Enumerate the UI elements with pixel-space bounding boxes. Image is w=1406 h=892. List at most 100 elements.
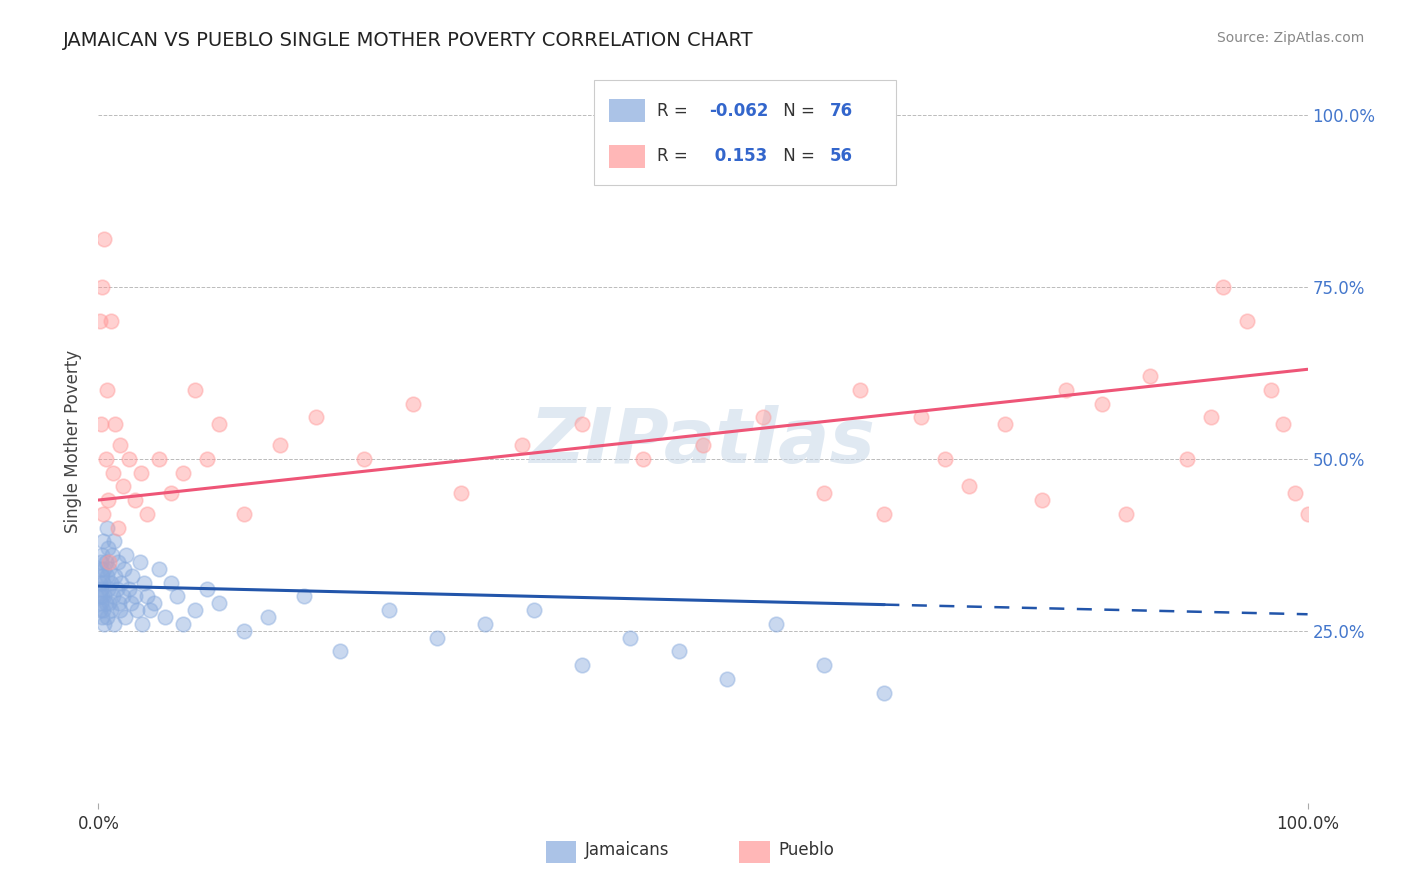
- Point: [1212, 279, 1234, 293]
- Point: [120, 596, 142, 610]
- Point: [115, 548, 138, 562]
- Point: [93, 231, 115, 245]
- Point: [104, 417, 127, 432]
- Point: [957, 479, 980, 493]
- Point: [91, 568, 114, 582]
- Point: [97, 582, 120, 597]
- Point: [110, 575, 132, 590]
- Point: [96, 383, 118, 397]
- Point: [108, 603, 131, 617]
- Point: [100, 575, 122, 590]
- Point: [98, 596, 121, 610]
- Point: [131, 616, 153, 631]
- Point: [98, 562, 121, 576]
- FancyBboxPatch shape: [609, 145, 645, 168]
- Point: [934, 451, 956, 466]
- Point: [94, 555, 117, 569]
- Point: [269, 438, 291, 452]
- Point: [172, 466, 194, 480]
- Point: [91, 590, 114, 604]
- FancyBboxPatch shape: [595, 80, 897, 185]
- Point: [100, 548, 122, 562]
- Text: Source: ZipAtlas.com: Source: ZipAtlas.com: [1216, 31, 1364, 45]
- Point: [90, 562, 112, 576]
- Point: [1260, 383, 1282, 397]
- Text: N =: N =: [778, 102, 820, 120]
- Point: [89, 575, 111, 590]
- Point: [1139, 369, 1161, 384]
- Point: [1054, 383, 1077, 397]
- Point: [91, 507, 114, 521]
- Point: [510, 438, 533, 452]
- Point: [118, 582, 141, 597]
- Point: [104, 568, 127, 582]
- Point: [124, 493, 146, 508]
- Point: [1296, 507, 1319, 521]
- Point: [100, 314, 122, 328]
- Point: [91, 534, 114, 549]
- Point: [103, 534, 125, 549]
- Point: [112, 562, 135, 576]
- Point: [118, 451, 141, 466]
- Point: [292, 590, 315, 604]
- Point: [148, 451, 170, 466]
- Point: [813, 486, 835, 500]
- Point: [97, 541, 120, 556]
- Point: [813, 658, 835, 673]
- Point: [184, 603, 207, 617]
- Point: [143, 596, 166, 610]
- Text: R =: R =: [657, 102, 693, 120]
- Point: [160, 486, 183, 500]
- Point: [172, 616, 194, 631]
- Point: [184, 383, 207, 397]
- Point: [752, 410, 775, 425]
- Point: [135, 507, 157, 521]
- Point: [101, 466, 124, 480]
- Point: [127, 603, 149, 617]
- Point: [90, 596, 112, 610]
- Point: [910, 410, 932, 425]
- Point: [1031, 493, 1053, 508]
- Point: [208, 596, 231, 610]
- Point: [111, 590, 134, 604]
- Point: [128, 555, 150, 569]
- Point: [91, 548, 114, 562]
- Point: [91, 279, 114, 293]
- Text: -0.062: -0.062: [709, 102, 769, 120]
- Point: [89, 314, 111, 328]
- FancyBboxPatch shape: [609, 99, 645, 122]
- Point: [96, 568, 118, 582]
- Point: [160, 575, 183, 590]
- Point: [89, 603, 111, 617]
- Point: [873, 686, 896, 700]
- Point: [208, 417, 231, 432]
- Text: 56: 56: [830, 147, 853, 165]
- Point: [571, 417, 593, 432]
- Point: [105, 582, 128, 597]
- Point: [94, 596, 117, 610]
- Point: [96, 520, 118, 534]
- Point: [114, 610, 136, 624]
- Point: [153, 610, 176, 624]
- Text: 76: 76: [830, 102, 853, 120]
- Point: [692, 438, 714, 452]
- Point: [107, 520, 129, 534]
- Point: [474, 616, 496, 631]
- Point: [121, 568, 143, 582]
- Point: [1284, 486, 1306, 500]
- Point: [90, 555, 112, 569]
- Point: [1199, 410, 1222, 425]
- Text: ZIPatlas: ZIPatlas: [530, 405, 876, 478]
- Text: 0.153: 0.153: [709, 147, 768, 165]
- Point: [232, 624, 254, 638]
- Point: [93, 590, 115, 604]
- Point: [139, 603, 162, 617]
- Text: Jamaicans: Jamaicans: [585, 841, 669, 859]
- Point: [571, 658, 593, 673]
- Point: [377, 603, 399, 617]
- Text: Pueblo: Pueblo: [778, 841, 834, 859]
- FancyBboxPatch shape: [546, 841, 576, 863]
- Point: [631, 451, 654, 466]
- Point: [1272, 417, 1295, 432]
- Point: [91, 610, 114, 624]
